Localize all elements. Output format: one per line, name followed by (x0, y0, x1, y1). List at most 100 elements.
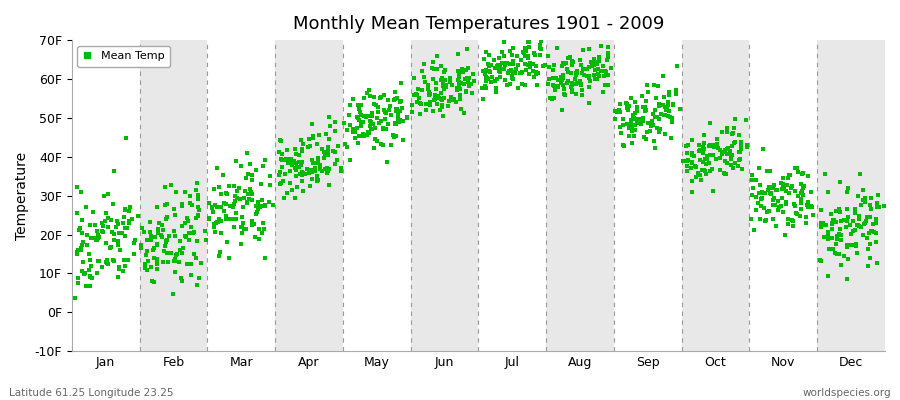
Point (533, 42, 547, 48)
Point (569, 71, 583, 78)
Point (787, 200, 801, 207)
Point (799, 220, 814, 226)
Point (624, 94, 638, 101)
Point (70, 210, 85, 216)
Point (158, 239, 173, 245)
Point (652, 102, 667, 109)
Point (211, 203, 225, 210)
Point (101, 260, 115, 267)
Point (284, 156, 298, 162)
Point (386, 132, 400, 138)
Point (411, 85, 426, 92)
Point (832, 179, 847, 185)
Point (76, 270, 91, 277)
Point (436, 83, 450, 90)
Point (400, 114, 415, 120)
Point (537, 61, 552, 68)
Point (227, 216, 241, 222)
Point (763, 168, 778, 174)
Point (425, 65, 439, 72)
Point (410, 92, 424, 98)
Point (221, 255, 236, 261)
Point (288, 165, 302, 172)
Point (766, 184, 780, 191)
Point (420, 84, 435, 90)
Point (234, 241, 248, 247)
Point (452, 80, 466, 87)
Point (582, 84, 597, 91)
Point (775, 186, 789, 192)
Point (351, 133, 365, 139)
Point (858, 220, 872, 226)
Point (305, 175, 320, 182)
Point (766, 216, 780, 222)
Point (461, 65, 475, 72)
Point (214, 191, 229, 197)
Point (551, 84, 565, 90)
Point (776, 209, 790, 215)
Point (84, 263, 98, 269)
Point (320, 170, 335, 177)
Point (72, 226, 86, 233)
Point (815, 222, 830, 228)
Point (806, 212, 820, 219)
Point (273, 169, 287, 176)
Point (74, 245, 88, 251)
Point (467, 78, 482, 84)
Point (622, 133, 636, 140)
Point (550, 44, 564, 51)
Point (390, 95, 404, 102)
Point (466, 78, 481, 84)
Point (94, 264, 109, 270)
Point (724, 131, 739, 137)
Point (460, 75, 474, 81)
Point (724, 152, 739, 159)
Point (755, 189, 770, 196)
Point (292, 152, 306, 159)
Point (814, 258, 829, 264)
Point (627, 110, 642, 116)
Point (419, 101, 434, 107)
Point (238, 226, 253, 232)
Point (396, 137, 410, 143)
Point (374, 141, 388, 148)
Point (752, 190, 767, 196)
Point (767, 194, 781, 201)
Point (364, 93, 378, 100)
Point (557, 91, 572, 97)
Point (596, 63, 610, 70)
Point (739, 116, 753, 123)
Point (198, 228, 212, 234)
Point (114, 230, 129, 237)
Point (146, 247, 160, 254)
Point (476, 96, 491, 102)
Point (479, 77, 493, 84)
Point (659, 107, 673, 113)
Point (272, 149, 286, 155)
Point (638, 106, 652, 113)
Point (600, 43, 615, 50)
Point (659, 105, 673, 112)
Point (614, 129, 628, 136)
Point (191, 196, 205, 203)
Point (652, 83, 666, 89)
Point (506, 69, 520, 75)
Point (703, 142, 717, 148)
Point (728, 160, 742, 166)
Point (348, 128, 363, 135)
Point (717, 149, 732, 155)
Point (272, 172, 286, 178)
Point (376, 107, 391, 113)
Point (392, 118, 406, 124)
Point (71, 247, 86, 254)
Point (137, 229, 151, 235)
Point (785, 217, 799, 223)
Point (545, 66, 560, 73)
Point (492, 55, 507, 61)
Point (637, 134, 652, 141)
Bar (479, 40, 546, 351)
Point (122, 204, 137, 210)
Point (696, 150, 710, 156)
Point (706, 188, 721, 194)
Point (347, 135, 362, 142)
